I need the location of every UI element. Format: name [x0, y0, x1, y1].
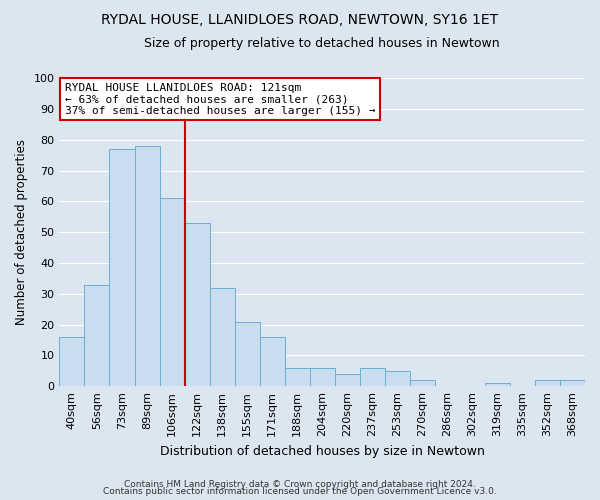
Text: RYDAL HOUSE LLANIDLOES ROAD: 121sqm
← 63% of detached houses are smaller (263)
3: RYDAL HOUSE LLANIDLOES ROAD: 121sqm ← 63…	[65, 82, 375, 116]
Text: Contains HM Land Registry data © Crown copyright and database right 2024.: Contains HM Land Registry data © Crown c…	[124, 480, 476, 489]
Y-axis label: Number of detached properties: Number of detached properties	[15, 139, 28, 325]
Bar	[134, 146, 160, 386]
Bar	[385, 371, 410, 386]
X-axis label: Distribution of detached houses by size in Newtown: Distribution of detached houses by size …	[160, 444, 485, 458]
Bar	[410, 380, 435, 386]
Bar	[185, 223, 209, 386]
Title: Size of property relative to detached houses in Newtown: Size of property relative to detached ho…	[145, 38, 500, 51]
Bar	[85, 284, 109, 386]
Bar	[310, 368, 335, 386]
Bar	[335, 374, 360, 386]
Bar	[485, 383, 510, 386]
Bar	[284, 368, 310, 386]
Bar	[235, 322, 260, 386]
Bar	[260, 337, 284, 386]
Text: Contains public sector information licensed under the Open Government Licence v3: Contains public sector information licen…	[103, 487, 497, 496]
Bar	[560, 380, 585, 386]
Bar	[535, 380, 560, 386]
Bar	[59, 337, 85, 386]
Bar	[209, 288, 235, 386]
Bar	[360, 368, 385, 386]
Text: RYDAL HOUSE, LLANIDLOES ROAD, NEWTOWN, SY16 1ET: RYDAL HOUSE, LLANIDLOES ROAD, NEWTOWN, S…	[101, 12, 499, 26]
Bar	[109, 149, 134, 386]
Bar	[160, 198, 185, 386]
